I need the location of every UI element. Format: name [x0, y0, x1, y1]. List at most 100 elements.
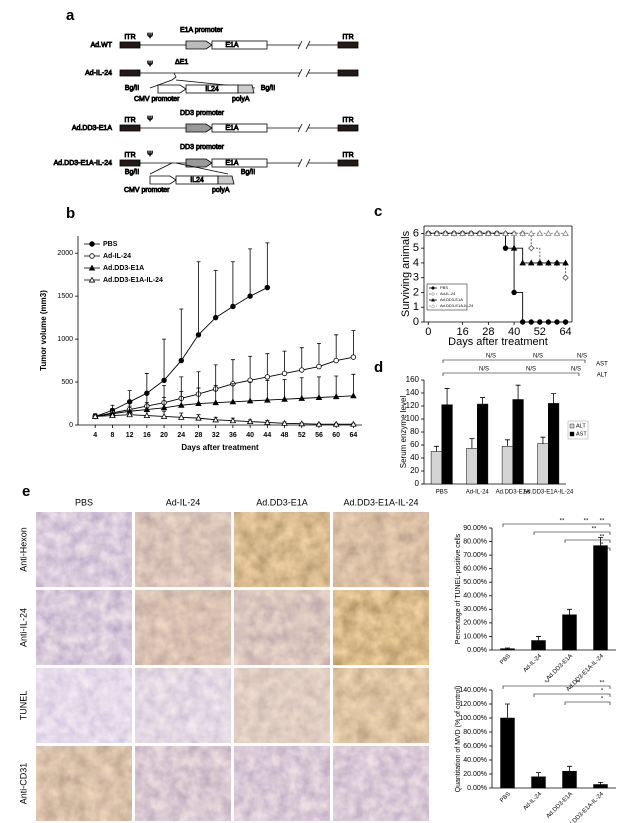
y-tick-label: 80.00% — [463, 538, 487, 545]
marker — [431, 297, 435, 302]
marker — [431, 286, 435, 290]
error-bar — [505, 647, 510, 649]
y-tick-label: 0 — [415, 479, 420, 488]
marker — [519, 259, 526, 266]
x-tick-label: Ad-IL-24 — [523, 791, 544, 812]
marker — [493, 229, 501, 236]
marker — [545, 229, 552, 236]
gene-box — [211, 123, 268, 133]
y-tick-label: 1500 — [57, 293, 73, 300]
itr — [119, 69, 141, 77]
annotation: ** — [560, 519, 565, 525]
x-tick-label: 0 — [425, 326, 431, 338]
promoter — [157, 84, 187, 94]
y-tick-label: 3 — [413, 272, 419, 284]
vector-diagram: Ad.WT ITR ITR Ψ E1A promoter E1A Ad-IL-2… — [53, 26, 359, 194]
y-tick-label: 140 — [406, 388, 420, 397]
promoter — [185, 158, 213, 168]
y-tick-label: 0.00% — [467, 647, 487, 654]
micrograph-stain — [36, 590, 132, 665]
part-label: ITR — [342, 117, 353, 124]
marker — [350, 354, 357, 360]
marker — [467, 229, 475, 236]
error-bar — [334, 375, 339, 397]
y-axis-label: Percentage of TUNEL-positive cells — [455, 533, 462, 644]
annotation: ** — [576, 681, 581, 687]
panel-label: b — [66, 205, 75, 222]
itr — [337, 41, 359, 49]
marker — [160, 412, 168, 419]
annotation: N/S — [486, 354, 496, 360]
annotation: * — [601, 697, 604, 703]
series-line — [95, 414, 354, 425]
x-tick-label: 40 — [246, 432, 254, 439]
bar — [466, 448, 478, 485]
x-tick-label: 16 — [143, 432, 151, 439]
marker — [281, 395, 288, 402]
series-line — [428, 232, 566, 264]
legend-label: Ad.DD3-E1A — [440, 297, 463, 302]
bracket — [533, 531, 611, 535]
marker — [264, 396, 271, 403]
marker — [281, 419, 288, 426]
marker — [246, 397, 254, 404]
bar — [477, 403, 489, 485]
part-label: ITR — [342, 34, 353, 41]
y-tick-label: 6 — [413, 227, 419, 239]
marker — [519, 319, 526, 325]
bar — [531, 776, 546, 789]
marker — [527, 229, 535, 236]
column-label: Ad.DD3-E1A — [256, 497, 308, 507]
error-bar — [144, 373, 149, 394]
marker — [88, 276, 96, 283]
marker — [177, 401, 185, 408]
marker — [316, 363, 322, 370]
x-tick-label: Ad.DD3-E1A-IL-24 — [523, 490, 574, 496]
x-tick-label: 4 — [93, 432, 97, 439]
y-tick-label: 1 — [413, 301, 419, 313]
bar — [441, 404, 453, 485]
error-bar — [598, 537, 603, 546]
error-bar — [551, 393, 557, 404]
marker — [332, 420, 340, 427]
annotation: * — [601, 689, 604, 695]
marker — [553, 259, 561, 266]
part-label: CMV promoter — [134, 96, 180, 103]
y-tick-label: 60.00% — [463, 743, 487, 750]
series-line — [95, 356, 354, 417]
marker — [229, 398, 237, 405]
marker — [476, 229, 484, 236]
y-tick-label: 5 — [413, 242, 419, 254]
marker — [425, 229, 432, 236]
bar — [593, 784, 608, 789]
x-tick-label: 24 — [177, 432, 185, 439]
itr — [119, 41, 141, 49]
x-tick-label: Ad-IL-24 — [523, 653, 544, 674]
part-label: DD3 promoter — [180, 110, 225, 117]
part-label: E1A — [225, 42, 239, 49]
bracket — [595, 547, 611, 551]
construct-name: Ad.WT — [91, 42, 113, 49]
marker — [264, 284, 271, 291]
marker — [315, 420, 323, 427]
construct-name: Ad.DD3-E1A — [72, 125, 112, 132]
error-bar — [444, 388, 450, 405]
x-tick-label: 20 — [160, 432, 168, 439]
marker — [161, 377, 167, 384]
marker — [562, 319, 569, 325]
annotation: ** — [545, 681, 550, 687]
break — [297, 123, 311, 133]
annotation: N/S — [577, 354, 587, 360]
part-label: ITR — [124, 117, 135, 124]
marker — [502, 229, 509, 236]
micrograph-stain — [36, 746, 132, 821]
annotation: N/S — [526, 367, 536, 373]
marker — [246, 418, 254, 425]
x-tick-label: 64 — [559, 326, 571, 338]
break — [297, 68, 311, 78]
part-label: Bg/II — [261, 85, 275, 92]
part-label: Bg/II — [125, 169, 139, 176]
itr — [119, 124, 141, 132]
annotation: ** — [600, 535, 605, 541]
y-tick-label: 500 — [61, 379, 73, 386]
